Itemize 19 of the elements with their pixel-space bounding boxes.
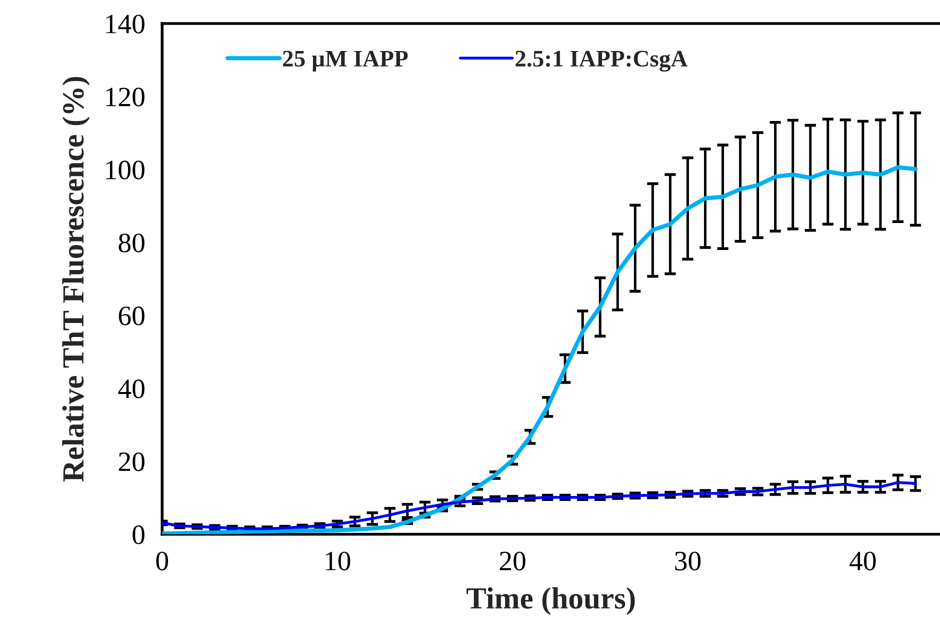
x-tick-label: 40	[850, 552, 876, 570]
x-tick-label: 30	[675, 552, 701, 570]
y-tick-label: 140	[106, 14, 144, 34]
legend-label: 25 µM IAPP	[282, 50, 408, 72]
x-tick-label: 0	[156, 552, 168, 570]
y-tick-label: 120	[106, 88, 144, 106]
x-axis-title: Time (hours)	[466, 587, 635, 615]
legend-label: 2.5:1 IAPP:CsgA	[516, 50, 688, 72]
y-tick-label: 100	[106, 160, 144, 180]
y-tick-label: 0	[132, 525, 144, 544]
x-tick-label: 20	[500, 552, 526, 570]
y-axis-title: Relative ThT Fluorescence (%)	[62, 76, 90, 482]
y-tick-label: 40	[118, 379, 144, 398]
line-series	[162, 481, 917, 530]
line-series	[162, 165, 918, 534]
y-tick-label: 60	[118, 306, 144, 326]
y-tick-label: 80	[118, 234, 144, 252]
y-tick-label: 20	[118, 452, 144, 472]
x-tick-label: 10	[326, 552, 350, 570]
